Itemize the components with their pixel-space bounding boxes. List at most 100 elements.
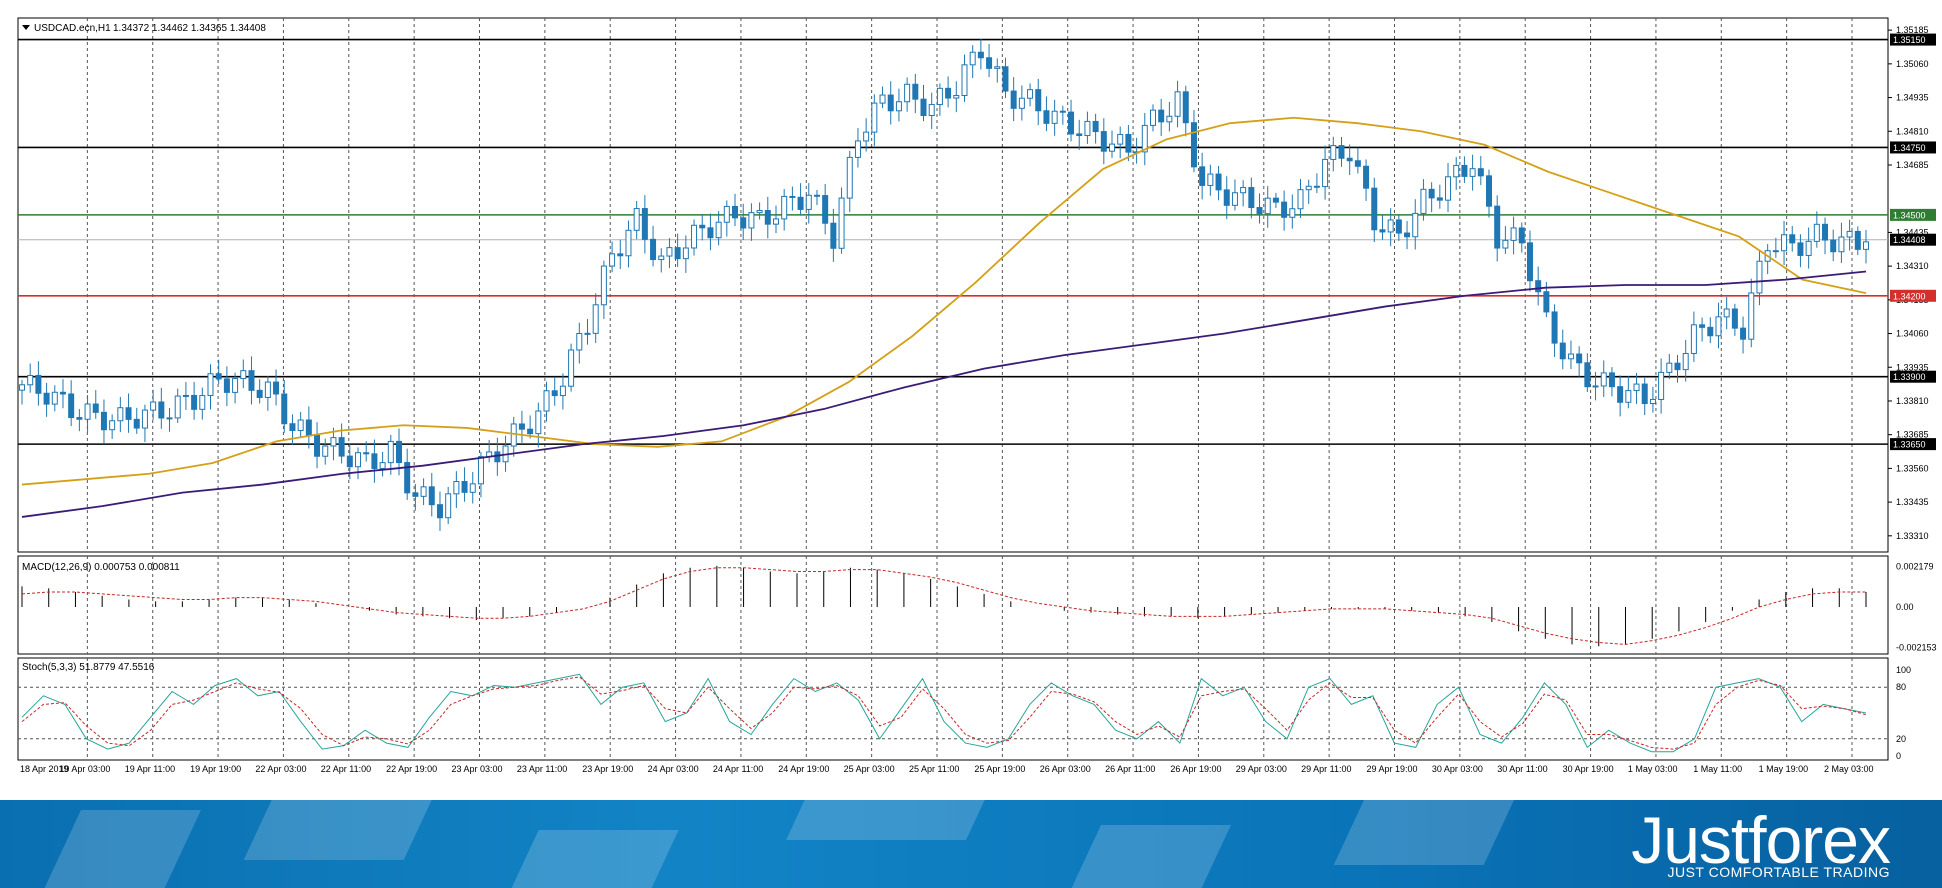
candle-body (412, 492, 419, 497)
time-tick-label: 23 Apr 19:00 (582, 764, 633, 774)
candle-body (822, 195, 829, 224)
candle-body (387, 440, 394, 464)
level-tag (1890, 208, 1936, 221)
candle-body (232, 378, 239, 393)
candle-body (289, 423, 296, 432)
time-tick-label: 23 Apr 03:00 (452, 764, 503, 774)
candle-body (732, 205, 739, 219)
candle-body (789, 195, 796, 198)
candle-body (1166, 115, 1173, 123)
candle-body (527, 428, 534, 435)
time-tick-label: 30 Apr 03:00 (1432, 764, 1483, 774)
candle-body (273, 381, 280, 395)
time-tick-label: 25 Apr 03:00 (844, 764, 895, 774)
candle-body (363, 452, 370, 455)
candle-body (436, 504, 443, 519)
candle-body (1125, 133, 1132, 153)
candle-body (1772, 250, 1779, 253)
candle-body (650, 238, 657, 261)
candle-body (576, 333, 583, 351)
brand-tagline: JUST COMFORTABLE TRADING (1667, 864, 1890, 880)
candle-body (1838, 236, 1845, 253)
candle-body (1863, 241, 1869, 250)
time-tick-label: 1 May 03:00 (1628, 764, 1678, 774)
candle-body (1625, 390, 1632, 403)
candle-body (166, 417, 173, 420)
candle-body (1576, 353, 1583, 364)
candle-body (1428, 188, 1435, 199)
candle-body (863, 131, 870, 142)
candle-body (19, 384, 25, 391)
candle-body (1240, 187, 1247, 194)
level-tag-label: 1.34500 (1893, 210, 1926, 220)
candle-body (953, 94, 960, 99)
candle-body (297, 419, 304, 432)
candle-body (994, 66, 1001, 69)
candle-body (1412, 212, 1419, 238)
candle-body (1584, 362, 1591, 388)
time-tick-label: 30 Apr 11:00 (1497, 764, 1547, 774)
candle-body (1404, 232, 1411, 238)
candle-body (1387, 219, 1394, 233)
candle-body (1805, 240, 1812, 256)
price-tick-label: 1.33435 (1896, 497, 1929, 507)
candle-body (592, 304, 599, 334)
candle-body (756, 209, 763, 214)
candle-body (674, 247, 681, 260)
candle-body (1281, 201, 1288, 218)
level-tag-label: 1.34408 (1893, 235, 1926, 245)
candle-body (764, 209, 771, 225)
time-tick-label: 22 Apr 03:00 (255, 764, 306, 774)
candle-body (1748, 292, 1755, 340)
candle-body (1059, 110, 1066, 113)
time-tick-label: 24 Apr 03:00 (648, 764, 699, 774)
candle-body (1264, 197, 1271, 215)
candle-body (215, 373, 222, 380)
price-tick-label: 1.34310 (1896, 261, 1929, 271)
candle-body (871, 102, 878, 133)
price-tick-label: 1.34435 (1896, 227, 1929, 237)
candle-body (445, 493, 452, 519)
symbol-dropdown-icon[interactable] (22, 25, 30, 30)
price-tick-label: 1.34060 (1896, 329, 1929, 339)
candle-body (1854, 230, 1861, 250)
candle-body (830, 222, 837, 249)
candle-body (1518, 227, 1525, 244)
candle-body (207, 373, 214, 397)
stoch-tick-label: 0 (1896, 751, 1901, 761)
candle-body (1248, 187, 1255, 209)
candle-body (125, 407, 132, 420)
level-tag-label: 1.34750 (1893, 143, 1926, 153)
stoch-tick-label: 100 (1896, 665, 1911, 675)
candle-body (584, 332, 591, 335)
candle-body (395, 440, 402, 464)
price-tick-label: 1.33935 (1896, 362, 1929, 372)
candle-body (59, 391, 66, 395)
candle-body (1190, 122, 1197, 168)
stoch-layer (18, 673, 1888, 753)
candle-body (1723, 308, 1730, 318)
candle-body (748, 212, 755, 229)
brand-logo: Justforex (1631, 803, 1891, 877)
candle-body (240, 370, 247, 380)
candle-body (1715, 316, 1722, 337)
candle-body (600, 265, 607, 306)
candle-body (256, 389, 263, 398)
chart-window: 1.35185 1.35060 1.34935 1.34810 1.34685 1.344… (17, 17, 1937, 774)
stoch-tick-label: 80 (1896, 682, 1906, 692)
candle-body (494, 451, 501, 463)
candle-body (1535, 280, 1542, 293)
candle-body (1420, 188, 1427, 214)
candle-body (846, 156, 853, 199)
fast-moving-average-line (21, 116, 1867, 486)
macd-tick-label: 0.00 (1896, 602, 1914, 612)
candle-body (1305, 185, 1312, 191)
candle-body (1477, 168, 1484, 177)
candles-layer (19, 39, 1869, 531)
slow-moving-average-line (21, 270, 1867, 518)
level-tag (1890, 289, 1936, 302)
candle-body (1559, 342, 1566, 360)
price-tick-label: 1.35185 (1896, 25, 1929, 35)
candle-body (305, 419, 312, 437)
